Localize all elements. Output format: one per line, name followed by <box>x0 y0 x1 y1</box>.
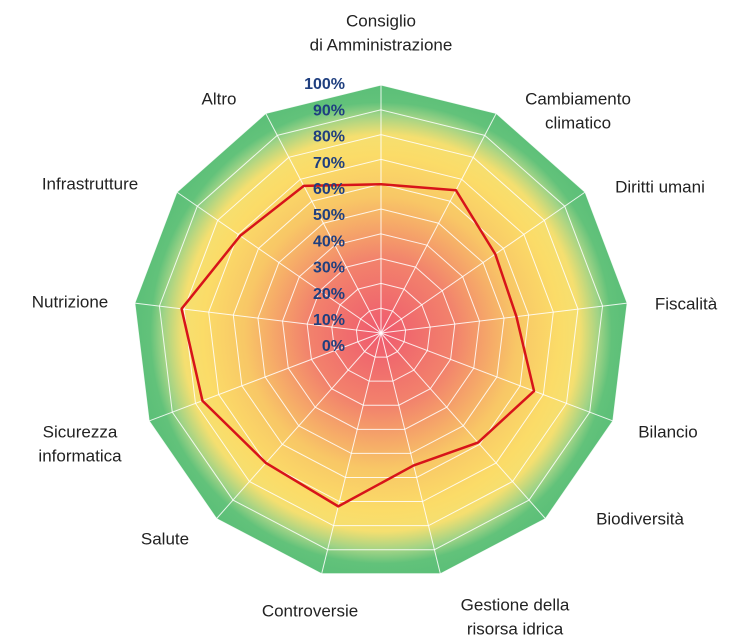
category-label-line: Diritti umani <box>615 177 705 196</box>
category-label: Controversie <box>262 601 358 620</box>
r-tick-label: 60% <box>313 181 345 198</box>
category-label: Gestione della risorsa idrica <box>461 595 570 638</box>
grid-ring <box>331 282 431 382</box>
grid-spoke <box>176 191 382 334</box>
category-label-line: Cambiamento <box>525 89 631 108</box>
grid-ring <box>232 183 530 478</box>
r-tick-label: 10% <box>313 312 345 329</box>
grid-spoke <box>380 332 614 422</box>
category-label-line: Altro <box>202 89 237 108</box>
grid-spoke <box>380 332 546 519</box>
grid-ring <box>257 208 505 454</box>
r-tick-label: 20% <box>313 286 345 303</box>
r-tick-label: 0% <box>322 338 345 355</box>
grid-ring <box>134 84 628 575</box>
category-label-line: Nutrizione <box>32 292 109 311</box>
category-label: Altro <box>202 89 237 108</box>
category-label: Diritti umani <box>615 177 705 196</box>
grid-ring <box>183 134 579 527</box>
r-tick-label: 100% <box>304 76 345 93</box>
category-label: Biodiversità <box>596 509 684 528</box>
r-tick-label: 40% <box>313 233 345 250</box>
grid-ring <box>208 158 554 503</box>
category-label-line: di Amministrazione <box>310 35 453 54</box>
grid-spoke <box>380 302 628 334</box>
grid-spoke <box>321 332 382 574</box>
category-label-line: Bilancio <box>638 422 698 441</box>
grid-spoke <box>216 332 382 519</box>
category-label: Salute <box>141 529 189 548</box>
category-label-line: risorsa idrica <box>467 619 564 638</box>
category-label-line: Controversie <box>262 601 358 620</box>
grid-spoke <box>148 332 382 422</box>
grid-spoke <box>265 113 382 334</box>
category-label-line: Infrastrutture <box>42 174 138 193</box>
grid-spoke <box>380 332 441 574</box>
category-label-line: Fiscalità <box>655 294 718 313</box>
grid-ring <box>355 307 407 358</box>
category-label: Nutrizione <box>32 292 109 311</box>
r-tick-label: 70% <box>313 155 345 172</box>
category-label-line: climatico <box>545 113 611 132</box>
category-label-line: Gestione della <box>461 595 570 614</box>
category-label: Consiglio di Amministrazione <box>310 11 453 54</box>
grid-spoke <box>380 113 497 334</box>
r-tick-label: 50% <box>313 207 345 224</box>
grid-spoke <box>134 302 382 334</box>
grid-spoke <box>380 191 586 334</box>
category-label-line: informatica <box>38 446 122 465</box>
category-label: Bilancio <box>638 422 698 441</box>
category-label: Cambiamento climatico <box>525 89 631 132</box>
category-label-line: Salute <box>141 529 189 548</box>
category-label-line: Biodiversità <box>596 509 684 528</box>
grid-ring <box>158 109 604 551</box>
r-tick-label: 30% <box>313 260 345 277</box>
grid-ring <box>306 258 456 406</box>
category-label: Infrastrutture <box>42 174 138 193</box>
data-line <box>180 182 536 508</box>
category-label: Sicurezza informatica <box>38 422 122 465</box>
grid-ring <box>282 233 480 430</box>
r-tick-label: 90% <box>313 102 345 119</box>
r-tick-label: 80% <box>313 129 345 146</box>
category-label: Fiscalità <box>655 294 718 313</box>
category-label-line: Consiglio <box>346 11 416 30</box>
category-label-line: Sicurezza <box>43 422 118 441</box>
